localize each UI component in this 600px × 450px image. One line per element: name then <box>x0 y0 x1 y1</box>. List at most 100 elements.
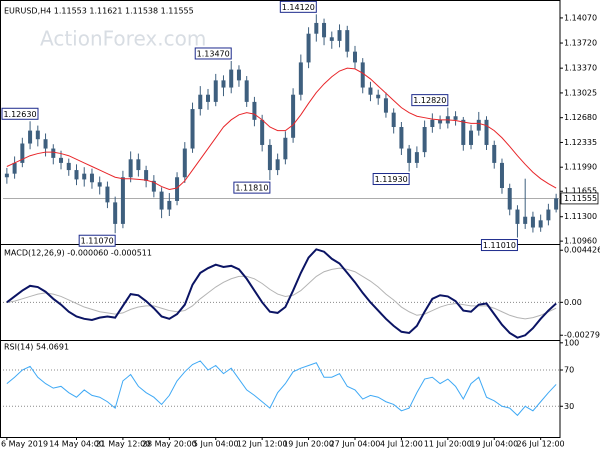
y-tick-label: 1.11990 <box>564 163 597 172</box>
candle-body <box>74 170 79 180</box>
last-price-box <box>560 192 599 205</box>
candle-body <box>175 177 180 201</box>
y-tick-label: 1.11655 <box>564 187 597 196</box>
candle-body <box>4 173 9 178</box>
candle-body <box>128 159 133 178</box>
x-tick-label: 26 Jul 12:00 <box>517 440 565 449</box>
annotation-label: 1.12820 <box>413 96 446 105</box>
annotation-box <box>194 47 232 60</box>
candle-body <box>383 98 388 113</box>
candle-body <box>329 37 334 41</box>
x-tick-label: 19 Jul 04:00 <box>470 440 518 449</box>
candle-body <box>244 80 249 102</box>
candle-body <box>438 119 443 124</box>
candle-body <box>414 152 419 163</box>
candle-body <box>229 69 234 88</box>
candle-body <box>461 119 466 145</box>
last-price-label: 1.11555 <box>564 194 597 203</box>
annotation-label: 1.12630 <box>3 110 36 119</box>
annotation-box <box>1 107 39 120</box>
candle-body <box>314 22 319 34</box>
candle-body <box>469 130 474 145</box>
candle-body <box>66 162 71 171</box>
candle-body <box>546 209 551 221</box>
y-tick-label: 1.14070 <box>564 13 597 22</box>
annotation-box <box>372 173 410 186</box>
y-tick-label: 70 <box>564 366 574 375</box>
candle-body <box>221 80 226 88</box>
candle-body <box>236 69 241 81</box>
y-tick-label: 1.11300 <box>564 212 597 221</box>
candle-body <box>51 148 56 158</box>
candle-body <box>89 173 94 183</box>
candle-body <box>182 148 187 178</box>
y-tick-label: 1.13370 <box>564 64 597 73</box>
candle-body <box>213 80 218 102</box>
candle-body <box>275 159 280 171</box>
annotation-box <box>480 239 518 252</box>
candle-body <box>298 62 303 95</box>
candle-body <box>291 94 296 138</box>
candle-body <box>399 127 404 149</box>
y-tick-label: 1.13025 <box>564 88 597 97</box>
indicator-line <box>6 360 557 417</box>
annotation-box <box>233 181 271 194</box>
candle-body <box>484 119 489 145</box>
watermark: ActionForex.com <box>40 27 206 51</box>
candle-body <box>267 144 272 171</box>
x-tick-label: 19 Jun 20:00 <box>283 440 334 449</box>
candle-body <box>530 216 535 228</box>
candle-body <box>20 143 25 163</box>
candle-body <box>28 130 33 144</box>
candle-body <box>476 119 481 131</box>
candle-body <box>206 94 211 102</box>
candle-body <box>59 157 64 163</box>
x-tick-label: 11 Jul 20:00 <box>424 440 472 449</box>
candle-body <box>453 116 458 120</box>
annotation-label: 1.11930 <box>375 175 408 184</box>
candle-body <box>422 127 427 153</box>
candle-body <box>499 162 504 189</box>
x-tick-label: 14 May 04:00 <box>49 440 104 449</box>
panel-title: MACD(12,26,9) -0.000060 -0.000511 <box>4 249 152 258</box>
candle-body <box>391 112 396 128</box>
candle-body <box>144 170 149 181</box>
candle-body <box>360 62 365 88</box>
x-tick-label: 6 May 2019 <box>1 440 48 449</box>
candle-body <box>120 177 125 224</box>
x-tick-label: 27 Jun 04:00 <box>330 440 381 449</box>
candle-body <box>322 22 327 38</box>
y-tick-label: 100 <box>564 338 579 347</box>
annotation-label: 1.13470 <box>197 49 230 58</box>
candle-body <box>430 119 435 128</box>
moving-average <box>6 67 557 190</box>
panel-title: RSI(14) 54.0691 <box>4 343 69 352</box>
panel-title: EURUSD,H4 1.11553 1.11621 1.11538 1.1155… <box>4 7 194 16</box>
candle-body <box>12 162 17 174</box>
candle-body <box>82 173 87 180</box>
y-tick-label: -0.002795 <box>564 331 600 340</box>
annotation-box <box>279 0 317 13</box>
candle-body <box>515 209 520 224</box>
candle-body <box>507 188 512 210</box>
candle-body <box>151 180 156 192</box>
y-tick-label: 1.12680 <box>564 113 597 122</box>
indicator-line <box>6 267 557 320</box>
annotation-label: 1.11810 <box>235 184 268 193</box>
candle-body <box>283 137 288 160</box>
candle-body <box>306 33 311 63</box>
annotation-box <box>411 94 449 107</box>
y-tick-label: 1.12335 <box>564 138 597 147</box>
candle-body <box>368 87 373 95</box>
candle-body <box>105 186 110 203</box>
candle-body <box>35 130 40 140</box>
x-tick-label: 5 Jun 04:00 <box>193 440 239 449</box>
x-tick-label: 21 May 12:00 <box>95 440 150 449</box>
x-tick-label: 12 Jun 12:00 <box>237 440 288 449</box>
y-tick-label: 0.00 <box>564 298 582 307</box>
candle-body <box>345 30 350 52</box>
y-tick-label: 1.10960 <box>564 237 597 246</box>
candle-body <box>252 101 257 120</box>
candle-body <box>97 182 102 187</box>
